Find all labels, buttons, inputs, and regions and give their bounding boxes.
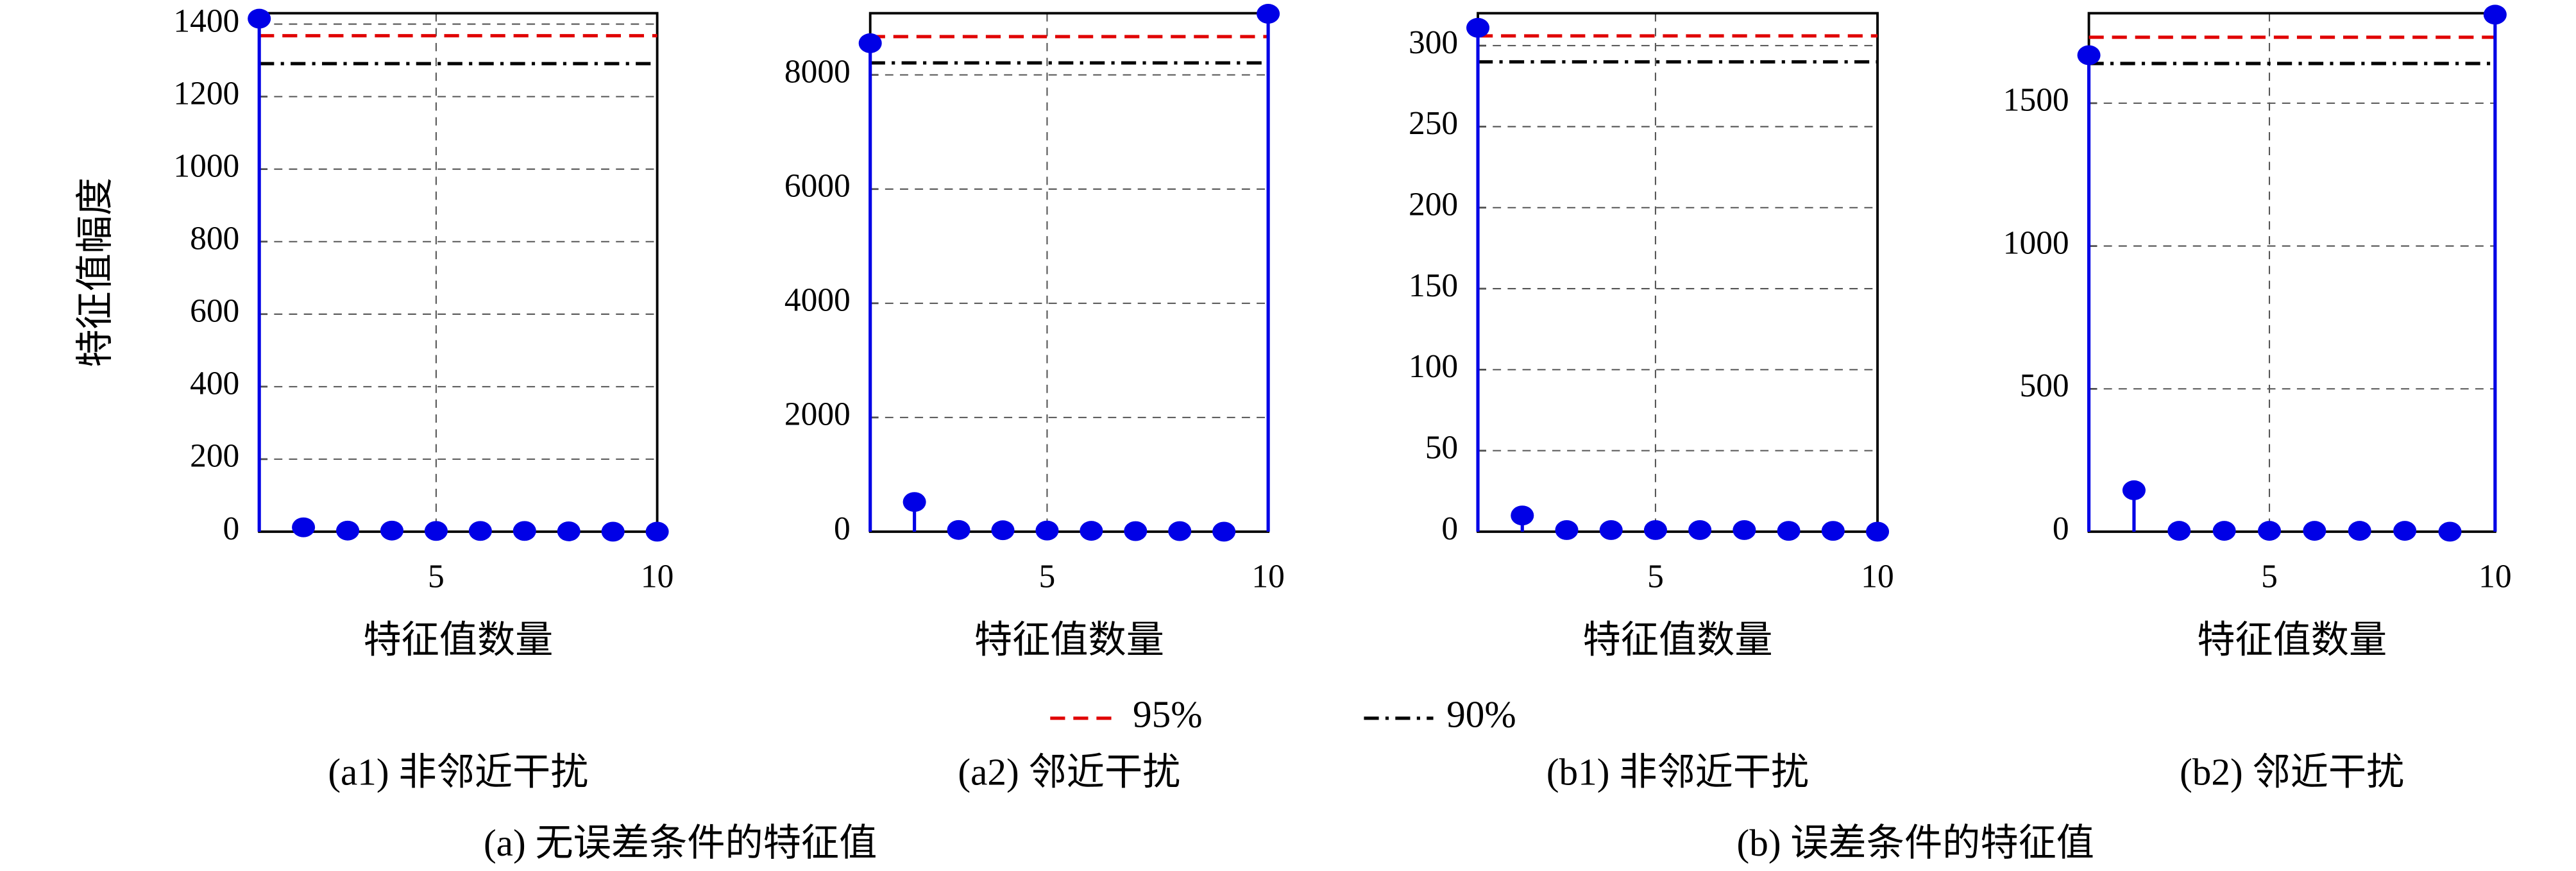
stem-marker <box>991 520 1015 541</box>
stem-marker <box>2483 4 2507 25</box>
x-tick-label: 5 <box>2261 558 2278 595</box>
y-tick-label: 400 <box>190 366 239 402</box>
y-tick-label: 2000 <box>784 396 851 433</box>
legend-label: 95% <box>1133 693 1203 735</box>
y-tick-label: 200 <box>1409 187 1458 223</box>
y-tick-label: 1000 <box>2003 224 2069 261</box>
stem-marker <box>1124 521 1148 541</box>
stem-marker <box>2258 521 2282 541</box>
x-tick-label: 10 <box>2479 558 2511 595</box>
stem-marker <box>468 521 492 541</box>
stem-marker <box>248 8 271 29</box>
plot-frame <box>2087 12 2496 533</box>
subfigure-caption: (b2) 邻近干扰 <box>2180 751 2404 793</box>
x-axis-label: 特征值数量 <box>363 619 553 661</box>
y-tick-label: 0 <box>223 511 240 547</box>
stem-marker <box>424 521 448 541</box>
stem-marker <box>947 520 970 540</box>
y-tick-label: 1400 <box>173 3 239 39</box>
stem-marker <box>1257 4 1280 24</box>
y-tick-label: 250 <box>1409 105 1458 142</box>
stem-marker <box>2167 521 2191 541</box>
y-tick-label: 600 <box>190 293 239 330</box>
stem-marker <box>336 520 360 541</box>
y-tick-label: 200 <box>190 438 239 475</box>
stem-marker <box>292 517 316 537</box>
stem-marker <box>380 520 404 541</box>
y-tick-label: 150 <box>1409 267 1458 304</box>
y-tick-label: 50 <box>1425 429 1458 466</box>
stem-marker <box>1212 521 1236 542</box>
x-tick-label: 5 <box>1039 558 1056 595</box>
stem-marker <box>2303 521 2326 541</box>
stem-marker <box>902 492 926 512</box>
x-tick-label: 5 <box>1647 558 1664 595</box>
stem-marker <box>2348 521 2371 541</box>
stem-marker <box>1733 520 1756 540</box>
stem-marker <box>2077 45 2101 65</box>
y-tick-label: 1500 <box>2003 82 2069 119</box>
stem-marker <box>1080 521 1103 541</box>
legend-label: 90% <box>1446 693 1516 735</box>
y-tick-label: 1000 <box>173 148 239 184</box>
stem-marker <box>1035 520 1059 541</box>
y-tick-label: 800 <box>190 221 239 257</box>
stem-marker <box>1168 521 1192 541</box>
x-axis-label: 特征值数量 <box>2197 619 2387 661</box>
stem-marker <box>1599 520 1623 540</box>
stem-marker <box>1511 505 1534 526</box>
stem-marker <box>858 33 882 53</box>
y-tick-label: 8000 <box>784 54 851 90</box>
stem-marker <box>1555 520 1579 540</box>
subfigure-caption: (a1) 非邻近干扰 <box>328 751 588 793</box>
y-tick-label: 300 <box>1409 24 1458 61</box>
stem-marker <box>601 521 625 542</box>
y-tick-label: 1200 <box>173 75 239 112</box>
plot-frame <box>258 12 659 533</box>
stem-marker <box>1466 17 1490 38</box>
stem-marker <box>2438 521 2462 542</box>
x-tick-label: 10 <box>1251 558 1284 595</box>
y-tick-label: 0 <box>2053 511 2069 547</box>
y-tick-label: 6000 <box>784 168 851 205</box>
x-tick-label: 10 <box>1861 558 1894 595</box>
stem-marker <box>1866 521 1890 542</box>
y-axis-label: 特征值幅度 <box>74 178 116 368</box>
stem-marker <box>557 521 580 541</box>
subfigure-caption: (a2) 邻近干扰 <box>958 751 1180 793</box>
y-tick-label: 500 <box>2019 368 2069 404</box>
stem-marker <box>645 521 669 542</box>
stem-marker <box>2212 521 2236 541</box>
x-axis-label: 特征值数量 <box>1583 619 1773 661</box>
stem-marker <box>513 521 536 541</box>
subfigure-caption: (b1) 非邻近干扰 <box>1546 751 1809 793</box>
group-caption: (b) 误差条件的特征值 <box>1737 822 2094 864</box>
y-tick-label: 4000 <box>784 282 851 319</box>
stem-marker <box>1821 521 1845 541</box>
stem-marker <box>1777 521 1801 541</box>
y-tick-label: 0 <box>834 511 851 547</box>
x-axis-label: 特征值数量 <box>974 619 1164 661</box>
y-tick-label: 100 <box>1409 348 1458 385</box>
plot-frame <box>1477 12 1879 533</box>
stem-marker <box>2393 521 2417 541</box>
stem-marker <box>1688 520 1712 540</box>
x-tick-label: 10 <box>641 558 674 595</box>
group-caption: (a) 无误差条件的特征值 <box>484 822 877 864</box>
y-tick-label: 0 <box>1441 511 1458 547</box>
plot-frame <box>869 12 1270 533</box>
stem-marker <box>2122 480 2146 500</box>
x-tick-label: 5 <box>428 558 445 595</box>
stem-marker <box>1643 520 1667 540</box>
